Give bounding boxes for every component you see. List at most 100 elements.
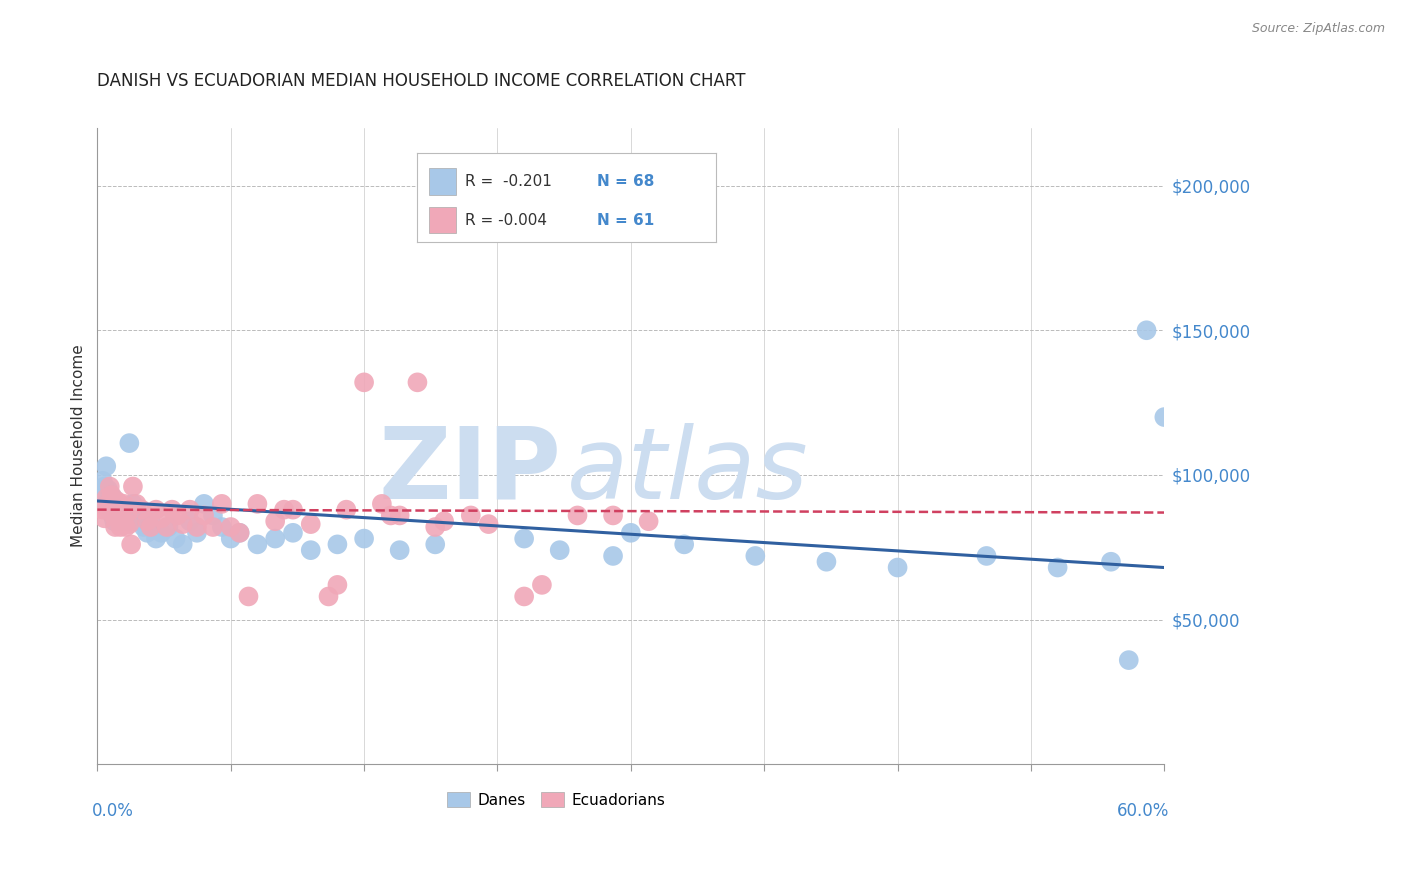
Point — [145, 532, 167, 546]
Point — [201, 508, 224, 523]
Point — [744, 549, 766, 563]
Point — [179, 502, 201, 516]
Point — [602, 549, 624, 563]
Point — [112, 497, 135, 511]
Legend: Danes, Ecuadorians: Danes, Ecuadorians — [441, 786, 672, 814]
Point — [103, 508, 125, 523]
Point — [513, 590, 536, 604]
Point — [93, 511, 115, 525]
Point — [193, 497, 215, 511]
Point — [132, 520, 155, 534]
Point — [156, 520, 179, 534]
Point — [120, 506, 142, 520]
Point — [186, 520, 208, 534]
Point — [112, 502, 135, 516]
Point — [172, 517, 194, 532]
Point — [122, 497, 145, 511]
Point — [104, 497, 127, 511]
Point — [107, 500, 129, 514]
Point — [1099, 555, 1122, 569]
Point — [425, 537, 447, 551]
Point — [100, 494, 122, 508]
Point — [886, 560, 908, 574]
Point — [228, 525, 250, 540]
Point — [114, 508, 136, 523]
Point — [103, 514, 125, 528]
Point — [433, 514, 456, 528]
Point — [406, 376, 429, 390]
Point — [219, 520, 242, 534]
Point — [602, 508, 624, 523]
Point — [264, 514, 287, 528]
Point — [105, 502, 128, 516]
Point — [548, 543, 571, 558]
Point — [165, 532, 187, 546]
Point — [335, 502, 357, 516]
Point — [136, 525, 159, 540]
Point — [97, 497, 120, 511]
Point — [150, 525, 173, 540]
Point — [371, 497, 394, 511]
Text: DANISH VS ECUADORIAN MEDIAN HOUSEHOLD INCOME CORRELATION CHART: DANISH VS ECUADORIAN MEDIAN HOUSEHOLD IN… — [97, 71, 745, 89]
Point — [299, 543, 322, 558]
Point — [211, 520, 233, 534]
Point — [136, 514, 159, 528]
Point — [620, 525, 643, 540]
Point — [179, 514, 201, 528]
Point — [637, 514, 659, 528]
Point — [326, 578, 349, 592]
Point — [299, 517, 322, 532]
Point — [139, 520, 162, 534]
Point — [111, 502, 134, 516]
Point — [460, 508, 482, 523]
Point — [93, 491, 115, 505]
Point — [193, 508, 215, 523]
Text: 0.0%: 0.0% — [91, 803, 134, 821]
Point — [105, 494, 128, 508]
Point — [125, 514, 148, 528]
Point — [513, 532, 536, 546]
Point — [246, 497, 269, 511]
Point — [264, 532, 287, 546]
Point — [100, 506, 122, 520]
Point — [131, 502, 153, 516]
Point — [100, 488, 122, 502]
Point — [97, 483, 120, 497]
Point — [97, 502, 120, 516]
Point — [530, 578, 553, 592]
Point — [281, 525, 304, 540]
Point — [246, 537, 269, 551]
Point — [380, 508, 402, 523]
Point — [114, 520, 136, 534]
Point — [228, 525, 250, 540]
Point — [388, 543, 411, 558]
Point — [353, 376, 375, 390]
Point — [96, 500, 118, 514]
Point — [1135, 323, 1157, 337]
Point — [145, 502, 167, 516]
Point — [122, 479, 145, 493]
Point — [129, 508, 152, 523]
Point — [673, 537, 696, 551]
Point — [477, 517, 499, 532]
Text: atlas: atlas — [567, 423, 808, 520]
Point — [125, 497, 148, 511]
Point — [98, 479, 121, 493]
Point — [117, 506, 139, 520]
Point — [107, 511, 129, 525]
Point — [94, 494, 117, 508]
Point — [211, 497, 233, 511]
Point — [201, 520, 224, 534]
Point — [172, 537, 194, 551]
Point — [157, 520, 180, 534]
Point — [160, 502, 183, 516]
Point — [110, 520, 132, 534]
Point — [117, 514, 139, 528]
Point — [105, 497, 128, 511]
Point — [139, 514, 162, 528]
Text: 60.0%: 60.0% — [1118, 803, 1170, 821]
Point — [118, 517, 141, 532]
Point — [219, 532, 242, 546]
Point — [101, 508, 124, 523]
Point — [567, 508, 589, 523]
